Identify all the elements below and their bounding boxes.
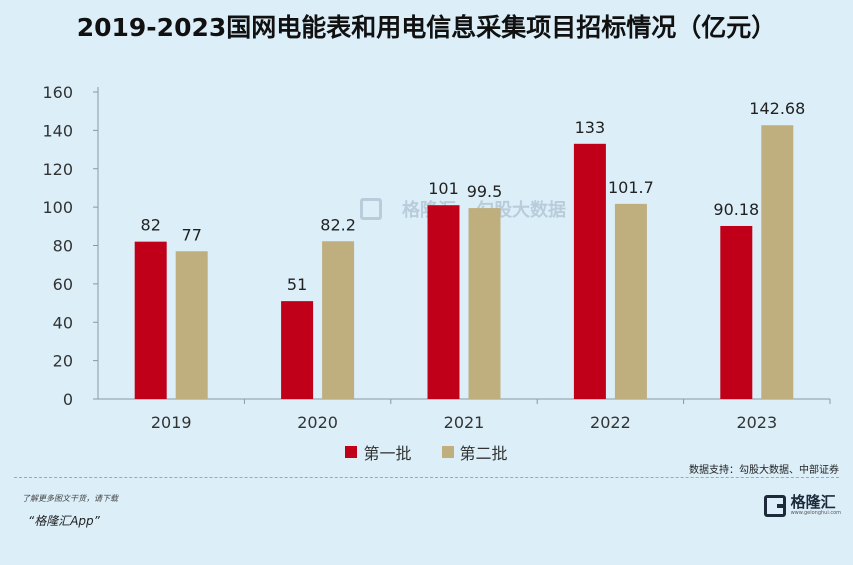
x-tick-label: 2020: [297, 413, 338, 432]
data-label: 142.68: [749, 99, 805, 118]
legend-item-series1: 第一批: [345, 440, 412, 464]
y-tick-label: 60: [53, 275, 73, 294]
data-label: 99.5: [467, 182, 503, 201]
bar-series2: [468, 208, 501, 399]
bar-series1: [427, 205, 460, 399]
logo-name: 格隆汇: [790, 493, 836, 511]
data-label: 77: [182, 225, 202, 244]
bar-series2: [614, 203, 647, 399]
y-tick-label: 140: [42, 121, 73, 140]
y-tick-label: 160: [42, 83, 73, 102]
y-tick-label: 20: [53, 352, 73, 371]
bar-series1: [573, 143, 606, 399]
x-tick-label: 2019: [151, 413, 192, 432]
bar-series2: [175, 251, 208, 399]
brand-logo: 格隆汇 www.gelonghui.com: [763, 493, 841, 517]
watermark-logo-icon: [360, 198, 382, 220]
y-tick-label: 80: [53, 237, 73, 256]
bar-chart: 0 20 40 60 80 100 120 140 160 2019 82 77 2020 51 82.2 2…: [42, 83, 831, 432]
divider: [14, 477, 839, 478]
data-label: 82: [141, 216, 161, 235]
y-tick-label: 40: [53, 313, 73, 332]
y-tick-label: 0: [63, 390, 73, 409]
x-tick-label: 2022: [590, 413, 631, 432]
legend-label-series2: 第二批: [459, 444, 508, 463]
data-label: 90.18: [713, 200, 759, 219]
bar-series1: [281, 301, 314, 399]
logo-url: www.gelonghui.com: [790, 510, 841, 516]
chart-title: 2019-2023国网电能表和用电信息采集项目招标情况（亿元）: [76, 13, 777, 42]
legend-swatch-series2: [441, 446, 454, 458]
legend-item-series2: 第二批: [441, 440, 508, 464]
data-label: 133: [575, 118, 606, 137]
data-label: 51: [287, 275, 307, 294]
logo-icon: [763, 494, 786, 517]
legend-swatch-series1: [345, 446, 358, 458]
bar-series1: [134, 241, 167, 399]
y-tick-label: 100: [42, 198, 73, 217]
data-label: 82.2: [320, 215, 356, 234]
data-label: 101.7: [608, 178, 654, 197]
y-tick-label: 120: [42, 160, 73, 179]
bar-series1: [720, 225, 753, 399]
legend-label-series1: 第一批: [363, 444, 412, 463]
bar-series2: [761, 125, 794, 399]
bar-series2: [322, 241, 355, 399]
footer-app: “格隆汇App”: [28, 514, 100, 528]
data-source: 数据支持：勾股大数据、中部证券: [689, 465, 839, 476]
x-tick-label: 2023: [736, 413, 777, 432]
data-label: 101: [428, 179, 459, 198]
footer-note: 了解更多图文干货，请下载: [22, 494, 118, 503]
legend: 第一批 第二批: [0, 440, 853, 464]
x-tick-label: 2021: [444, 413, 485, 432]
